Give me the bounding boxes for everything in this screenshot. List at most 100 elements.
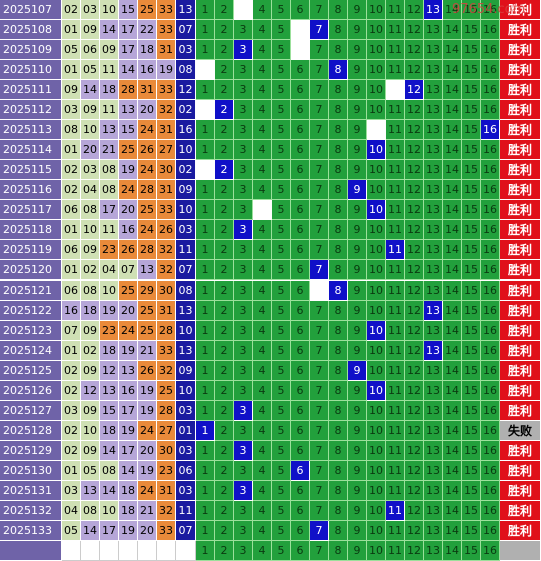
grid-cell: 2	[215, 180, 234, 201]
grid-cell: 14	[443, 200, 462, 221]
red-ball: 01	[62, 20, 81, 41]
grid-cell: 2	[215, 440, 234, 461]
grid-cell: 2	[215, 200, 234, 221]
red-ball: 31	[157, 180, 176, 201]
grid-cell: 9	[348, 280, 367, 301]
grid-cell: 15	[462, 320, 481, 341]
red-ball: 04	[62, 500, 81, 521]
issue-cell: 2025111	[0, 80, 62, 101]
grid-cell: 7	[310, 80, 329, 101]
grid-cell: 1	[196, 320, 215, 341]
red-ball: 31	[157, 480, 176, 501]
grid-cell: 1	[196, 120, 215, 141]
result-cell: 胜利	[500, 320, 541, 341]
red-ball: 01	[62, 460, 81, 481]
grid-cell: 4	[253, 540, 272, 561]
grid-cell: 7	[310, 0, 329, 21]
red-blank	[100, 540, 119, 561]
grid-cell: 2	[215, 420, 234, 441]
red-ball: 17	[119, 400, 138, 421]
issue-cell: 2025131	[0, 480, 62, 501]
grid-cell: 1	[196, 540, 215, 561]
grid-cell: 7	[310, 340, 329, 361]
grid-cell: 10	[367, 240, 386, 261]
grid-cell: 10	[367, 280, 386, 301]
grid-cell: 8	[329, 100, 348, 121]
blue-ball: 09	[176, 360, 196, 381]
grid-cell: 13	[424, 240, 443, 261]
grid-cell: 3	[234, 460, 253, 481]
grid-cell: 2	[215, 280, 234, 301]
grid-cell: 15	[462, 80, 481, 101]
grid-cell: 11	[386, 460, 405, 481]
red-ball: 32	[157, 500, 176, 521]
grid-cell: 2	[215, 540, 234, 561]
red-ball: 17	[119, 20, 138, 41]
red-ball: 04	[100, 260, 119, 281]
grid-cell: 15	[462, 60, 481, 81]
grid-cell: 10	[367, 80, 386, 101]
grid-cell: 13	[424, 20, 443, 41]
grid-cell: 6	[291, 520, 310, 541]
grid-cell: 13	[424, 380, 443, 401]
grid-cell: 4	[253, 340, 272, 361]
grid-hit: 11	[386, 240, 405, 261]
blue-ball: 07	[176, 520, 196, 541]
grid-cell: 5	[272, 40, 291, 61]
result-cell: 胜利	[500, 360, 541, 381]
grid-cell: 10	[367, 220, 386, 241]
grid-cell: 10	[367, 340, 386, 361]
grid-cell: 5	[272, 180, 291, 201]
grid-cell: 13	[424, 200, 443, 221]
issue-cell: 2025115	[0, 160, 62, 181]
blue-ball: 13	[176, 340, 196, 361]
grid-cell: 9	[348, 480, 367, 501]
red-ball: 19	[119, 520, 138, 541]
grid-cell: 2	[215, 60, 234, 81]
grid-cell: 16	[481, 80, 500, 101]
grid-cell: 14	[443, 280, 462, 301]
grid-cell: 14	[443, 400, 462, 421]
grid-cell: 11	[386, 0, 405, 21]
grid-cell: 13	[424, 60, 443, 81]
grid-cell: 15	[462, 100, 481, 121]
red-ball: 06	[81, 40, 100, 61]
grid-cell: 10	[367, 0, 386, 21]
grid-cell: 5	[272, 460, 291, 481]
grid-cell: 5	[272, 320, 291, 341]
grid-cell: 1	[196, 0, 215, 21]
blue-ball: 11	[176, 240, 196, 261]
grid-cell: 3	[234, 80, 253, 101]
grid-cell: 14	[443, 240, 462, 261]
grid-cell: 2	[215, 480, 234, 501]
grid-cell: 6	[291, 200, 310, 221]
red-ball: 09	[81, 400, 100, 421]
grid-hit: 8	[329, 280, 348, 301]
grid-cell: 1	[196, 360, 215, 381]
grid-cell: 14	[443, 0, 462, 21]
grid-cell: 3	[234, 300, 253, 321]
grid-cell: 14	[443, 540, 462, 561]
grid-cell: 9	[348, 40, 367, 61]
red-ball: 01	[62, 140, 81, 161]
grid-cell: 13	[424, 100, 443, 121]
grid-cell: 14	[443, 140, 462, 161]
red-ball: 18	[119, 500, 138, 521]
grid-cell: 9	[348, 300, 367, 321]
grid-hit: 10	[367, 380, 386, 401]
grid-cell: 9	[348, 420, 367, 441]
grid-cell: 1	[196, 280, 215, 301]
grid-cell: 7	[310, 120, 329, 141]
grid-cell: 2	[215, 140, 234, 161]
red-ball: 32	[157, 240, 176, 261]
grid-cell: 3	[234, 100, 253, 121]
grid-cell: 8	[329, 500, 348, 521]
red-ball: 27	[157, 420, 176, 441]
grid-cell: 6	[291, 60, 310, 81]
red-ball: 10	[81, 120, 100, 141]
grid-cell: 14	[443, 80, 462, 101]
grid-hit: 13	[424, 340, 443, 361]
grid-cell: 15	[462, 380, 481, 401]
grid-cell: 11	[386, 440, 405, 461]
grid-cell: 2	[215, 20, 234, 41]
